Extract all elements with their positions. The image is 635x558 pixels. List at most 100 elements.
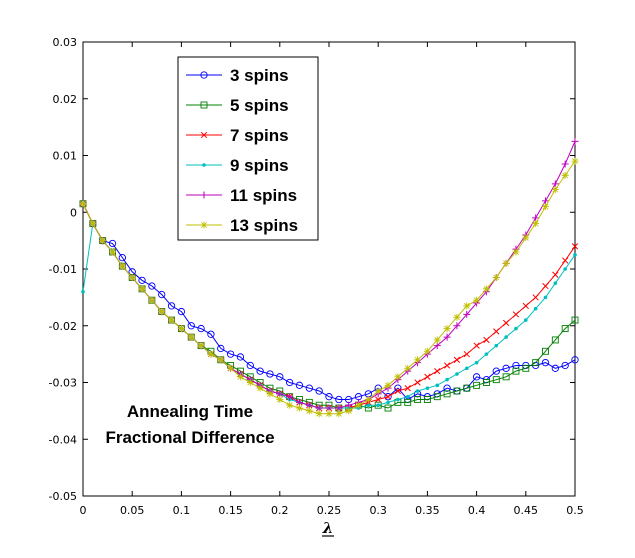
data-point bbox=[305, 384, 313, 392]
data-point bbox=[561, 160, 569, 168]
y-tick-label: 0.02 bbox=[53, 93, 78, 106]
data-point bbox=[473, 342, 480, 349]
data-point bbox=[384, 381, 392, 389]
y-tick-label: 0 bbox=[70, 206, 77, 219]
data-point bbox=[463, 302, 471, 310]
data-point bbox=[414, 356, 422, 364]
legend-label: 13 spins bbox=[230, 216, 298, 235]
data-point bbox=[483, 336, 490, 344]
data-point bbox=[81, 289, 85, 294]
x-tick-label: 0.2 bbox=[271, 504, 289, 517]
x-tick-label: 0.05 bbox=[120, 504, 145, 517]
x-tick-label: 0.3 bbox=[369, 504, 387, 517]
data-point bbox=[563, 267, 567, 271]
legend-item: 9 spins bbox=[186, 156, 289, 175]
data-point bbox=[200, 221, 208, 229]
data-point bbox=[453, 356, 461, 363]
legend-item: 11 spins bbox=[186, 186, 297, 205]
data-point bbox=[335, 395, 343, 404]
data-point bbox=[384, 393, 392, 400]
series-13-spins bbox=[79, 157, 579, 418]
legend-label: 7 spins bbox=[230, 126, 289, 145]
data-point bbox=[561, 325, 569, 333]
x-tick-label: 0.4 bbox=[468, 504, 486, 517]
data-point bbox=[200, 191, 208, 199]
data-point bbox=[551, 336, 559, 344]
data-point bbox=[522, 302, 529, 310]
data-point bbox=[473, 296, 481, 304]
y-tick-label: -0.04 bbox=[49, 433, 77, 446]
y-tick-label: 0.01 bbox=[53, 150, 78, 163]
x-axis-label: λ bbox=[322, 519, 334, 537]
data-point bbox=[227, 364, 235, 372]
data-point bbox=[482, 285, 490, 293]
data-point bbox=[463, 384, 471, 392]
data-point bbox=[541, 358, 550, 367]
data-point bbox=[512, 311, 520, 318]
data-point bbox=[571, 243, 579, 250]
data-point bbox=[522, 234, 530, 242]
data-point bbox=[355, 401, 363, 409]
data-point bbox=[226, 350, 235, 358]
data-point bbox=[177, 307, 186, 316]
legend-label: 9 spins bbox=[230, 156, 289, 175]
data-point bbox=[512, 367, 520, 375]
data-point bbox=[167, 302, 176, 310]
data-point bbox=[532, 359, 540, 367]
data-point bbox=[236, 353, 245, 361]
data-point bbox=[202, 163, 206, 167]
data-point bbox=[187, 322, 195, 330]
data-point bbox=[552, 271, 559, 278]
data-point bbox=[443, 333, 451, 341]
y-tick-label: -0.01 bbox=[49, 263, 77, 276]
data-point bbox=[512, 361, 520, 370]
data-point bbox=[512, 248, 520, 256]
data-point bbox=[266, 390, 274, 398]
data-point bbox=[524, 318, 528, 322]
data-point bbox=[504, 335, 508, 339]
data-point bbox=[295, 381, 304, 389]
data-point bbox=[443, 390, 451, 398]
data-point bbox=[158, 290, 166, 299]
data-point bbox=[494, 343, 499, 348]
data-point bbox=[423, 396, 431, 403]
data-point bbox=[445, 377, 449, 382]
data-point bbox=[425, 386, 430, 390]
data-point bbox=[375, 396, 382, 403]
legend-item: 7 spins bbox=[186, 126, 289, 145]
y-tick-label: -0.03 bbox=[49, 377, 77, 390]
data-point bbox=[217, 344, 225, 353]
y-tick-label: 0.03 bbox=[53, 36, 78, 49]
x-tick-label: 0.15 bbox=[218, 504, 243, 517]
data-point bbox=[443, 362, 451, 369]
legend: 3 spins 5 spins 7 spins 9 spins 11 spins 13 s… bbox=[177, 56, 319, 241]
data-point bbox=[286, 393, 294, 401]
data-point bbox=[187, 333, 195, 341]
data-point bbox=[541, 203, 549, 211]
data-point bbox=[571, 137, 579, 145]
data-point bbox=[305, 407, 313, 415]
data-point bbox=[118, 253, 127, 262]
data-point bbox=[571, 356, 579, 364]
data-point bbox=[553, 281, 558, 285]
data-point bbox=[543, 295, 548, 300]
data-point bbox=[472, 373, 481, 381]
legend-items: 3 spins 5 spins 7 spins 9 spins 11 spins 13 s… bbox=[186, 66, 298, 235]
legend-item: 3 spins bbox=[186, 66, 289, 85]
legend-box bbox=[177, 56, 319, 241]
data-point bbox=[99, 237, 107, 245]
data-point bbox=[384, 404, 392, 412]
data-point bbox=[463, 350, 470, 358]
data-point bbox=[484, 352, 489, 356]
data-point bbox=[492, 376, 500, 384]
data-point bbox=[502, 364, 510, 372]
data-point bbox=[453, 313, 461, 321]
data-point bbox=[207, 350, 215, 358]
data-point bbox=[386, 400, 390, 405]
data-point bbox=[256, 367, 264, 375]
data-point bbox=[502, 373, 510, 381]
data-point bbox=[443, 384, 451, 392]
data-point bbox=[532, 294, 539, 301]
plot-area bbox=[82, 41, 576, 497]
data-point bbox=[285, 378, 294, 387]
